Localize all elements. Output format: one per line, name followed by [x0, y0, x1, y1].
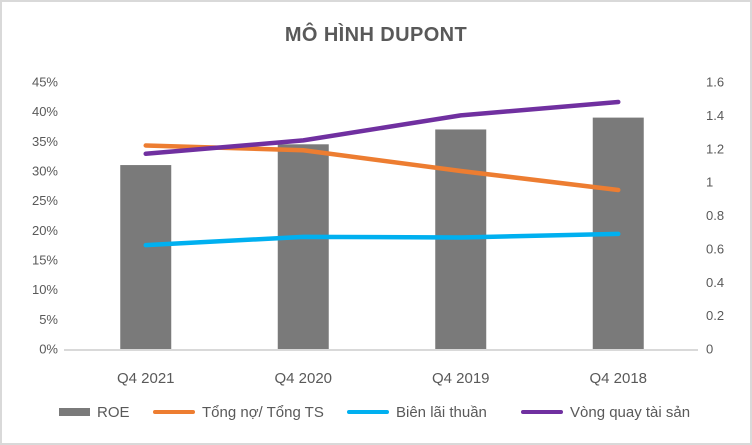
x-axis-label: Q4 2019 — [432, 370, 490, 387]
left-axis-tick-label: 40% — [32, 104, 58, 119]
right-axis-tick-label: 0.4 — [706, 275, 724, 290]
asset-turnover-line-swatch — [521, 409, 563, 415]
roe-bar-swatch — [59, 408, 90, 416]
left-axis-tick-label: 35% — [32, 134, 58, 149]
legend-label-net-margin: Biên lãi thuần — [396, 403, 487, 421]
legend-label-debt-ratio: Tổng nợ/ Tổng TS — [202, 403, 324, 421]
right-axis-tick-label: 1.6 — [706, 75, 724, 90]
chart-title: MÔ HÌNH DUPONT — [284, 24, 468, 46]
debt-ratio-line-swatch — [153, 409, 195, 415]
roe-bar — [277, 144, 329, 349]
right-axis-tick-label: 1.2 — [706, 141, 724, 156]
left-axis-tick-label: 15% — [32, 253, 58, 268]
net-margin-line-swatch — [347, 409, 389, 415]
legend-label-roe: ROE — [97, 403, 130, 421]
x-axis-label: Q4 2021 — [117, 370, 175, 387]
x-axis-label: Q4 2018 — [589, 370, 647, 387]
right-axis-tick-label: 0 — [706, 342, 713, 357]
x-axis-label: Q4 2020 — [274, 370, 332, 387]
legend-label-asset-turnover: Vòng quay tài sản — [570, 403, 691, 421]
legend-item-debt-ratio: Tổng nợ/ Tổng TS — [153, 403, 324, 421]
left-axis-tick-label: 5% — [39, 312, 58, 327]
asset-turnover-line — [143, 99, 621, 157]
left-axis-tick-label: 10% — [32, 282, 58, 297]
legend-item-roe: ROE — [59, 403, 130, 421]
left-axis-tick-label: 45% — [32, 75, 58, 90]
net-margin-line — [143, 231, 621, 248]
left-axis-tick-label: 25% — [32, 193, 58, 208]
right-axis-tick-label: 1 — [706, 175, 713, 190]
debt-ratio-line — [143, 143, 621, 193]
right-axis-tick-label: 0.8 — [706, 208, 724, 223]
right-axis-tick-label: 0.6 — [706, 241, 724, 256]
roe-bar — [120, 165, 172, 349]
left-axis-tick-label: 0% — [39, 342, 58, 357]
legend-item-net-margin: Biên lãi thuần — [347, 403, 487, 421]
left-axis-tick-label: 20% — [32, 223, 58, 238]
left-axis-tick-label: 30% — [32, 164, 58, 179]
right-axis-tick-label: 0.2 — [706, 308, 724, 323]
right-axis-tick-label: 1.4 — [706, 108, 724, 123]
chart-legend: ROE Tổng nợ/ Tổng TS Biên lãi thuần Vòng… — [2, 403, 750, 421]
legend-item-asset-turnover: Vòng quay tài sản — [521, 403, 690, 421]
